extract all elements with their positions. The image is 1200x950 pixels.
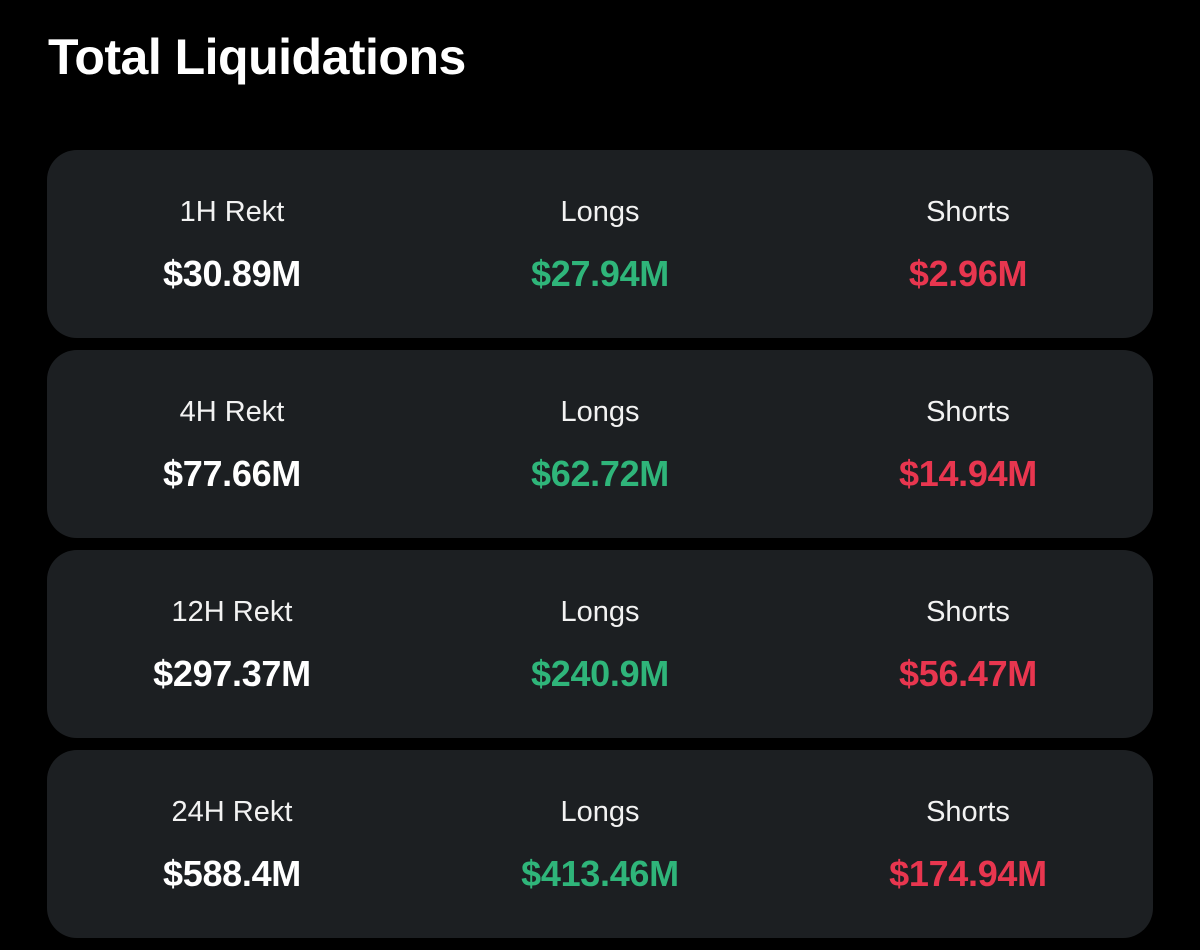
longs-label: Longs — [560, 196, 640, 228]
period-label: 12H Rekt — [171, 596, 293, 628]
period-label: 24H Rekt — [171, 796, 293, 828]
shorts-cell: Shorts $174.94M — [783, 750, 1153, 938]
shorts-label: Shorts — [926, 596, 1010, 628]
total-value: $30.89M — [163, 253, 301, 294]
longs-cell: Longs $62.72M — [417, 350, 783, 538]
longs-value: $413.46M — [521, 853, 679, 894]
card-24h: 24H Rekt $588.4M Longs $413.46M Shorts $… — [47, 750, 1153, 938]
liquidation-cards: 1H Rekt $30.89M Longs $27.94M Shorts $2.… — [47, 150, 1153, 950]
shorts-value: $56.47M — [899, 653, 1037, 694]
longs-label: Longs — [560, 796, 640, 828]
shorts-value: $174.94M — [889, 853, 1047, 894]
longs-label: Longs — [560, 396, 640, 428]
total-cell: 4H Rekt $77.66M — [47, 350, 417, 538]
longs-cell: Longs $240.9M — [417, 550, 783, 738]
shorts-cell: Shorts $56.47M — [783, 550, 1153, 738]
total-value: $588.4M — [163, 853, 301, 894]
period-label: 1H Rekt — [179, 196, 285, 228]
shorts-label: Shorts — [926, 396, 1010, 428]
shorts-value: $2.96M — [908, 253, 1028, 294]
longs-cell: Longs $413.46M — [417, 750, 783, 938]
total-cell: 12H Rekt $297.37M — [47, 550, 417, 738]
shorts-cell: Shorts $14.94M — [783, 350, 1153, 538]
total-cell: 24H Rekt $588.4M — [47, 750, 417, 938]
shorts-cell: Shorts $2.96M — [783, 150, 1153, 338]
total-value: $297.37M — [153, 653, 311, 694]
total-cell: 1H Rekt $30.89M — [47, 150, 417, 338]
card-12h: 12H Rekt $297.37M Longs $240.9M Shorts $… — [47, 550, 1153, 738]
longs-value: $240.9M — [531, 653, 669, 694]
page-title: Total Liquidations — [48, 29, 466, 85]
shorts-label: Shorts — [926, 796, 1010, 828]
longs-value: $62.72M — [531, 453, 669, 494]
shorts-label: Shorts — [926, 196, 1010, 228]
longs-label: Longs — [560, 596, 640, 628]
card-4h: 4H Rekt $77.66M Longs $62.72M Shorts $14… — [47, 350, 1153, 538]
shorts-value: $14.94M — [899, 453, 1037, 494]
longs-value: $27.94M — [531, 253, 669, 294]
total-value: $77.66M — [163, 453, 301, 494]
longs-cell: Longs $27.94M — [417, 150, 783, 338]
period-label: 4H Rekt — [179, 396, 285, 428]
card-1h: 1H Rekt $30.89M Longs $27.94M Shorts $2.… — [47, 150, 1153, 338]
